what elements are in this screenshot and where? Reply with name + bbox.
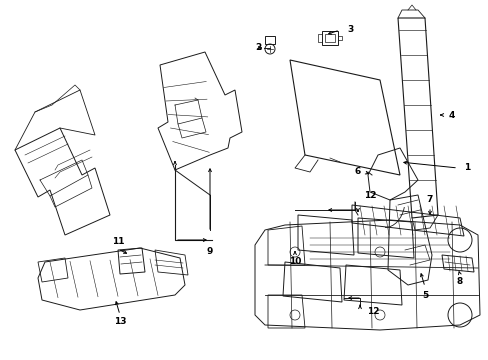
Text: 1: 1 <box>463 163 469 172</box>
Text: 10: 10 <box>288 257 301 266</box>
Text: 11: 11 <box>112 238 124 247</box>
Text: 7: 7 <box>426 195 432 204</box>
Text: 4: 4 <box>448 111 454 120</box>
Text: 8: 8 <box>456 278 462 287</box>
Text: 13: 13 <box>114 318 126 327</box>
Text: 12: 12 <box>366 307 379 316</box>
Text: 12: 12 <box>363 190 375 199</box>
Text: 2: 2 <box>254 44 261 53</box>
Text: 3: 3 <box>346 26 352 35</box>
Text: 6: 6 <box>354 167 360 176</box>
Text: 9: 9 <box>206 248 213 256</box>
Text: 5: 5 <box>421 291 427 300</box>
